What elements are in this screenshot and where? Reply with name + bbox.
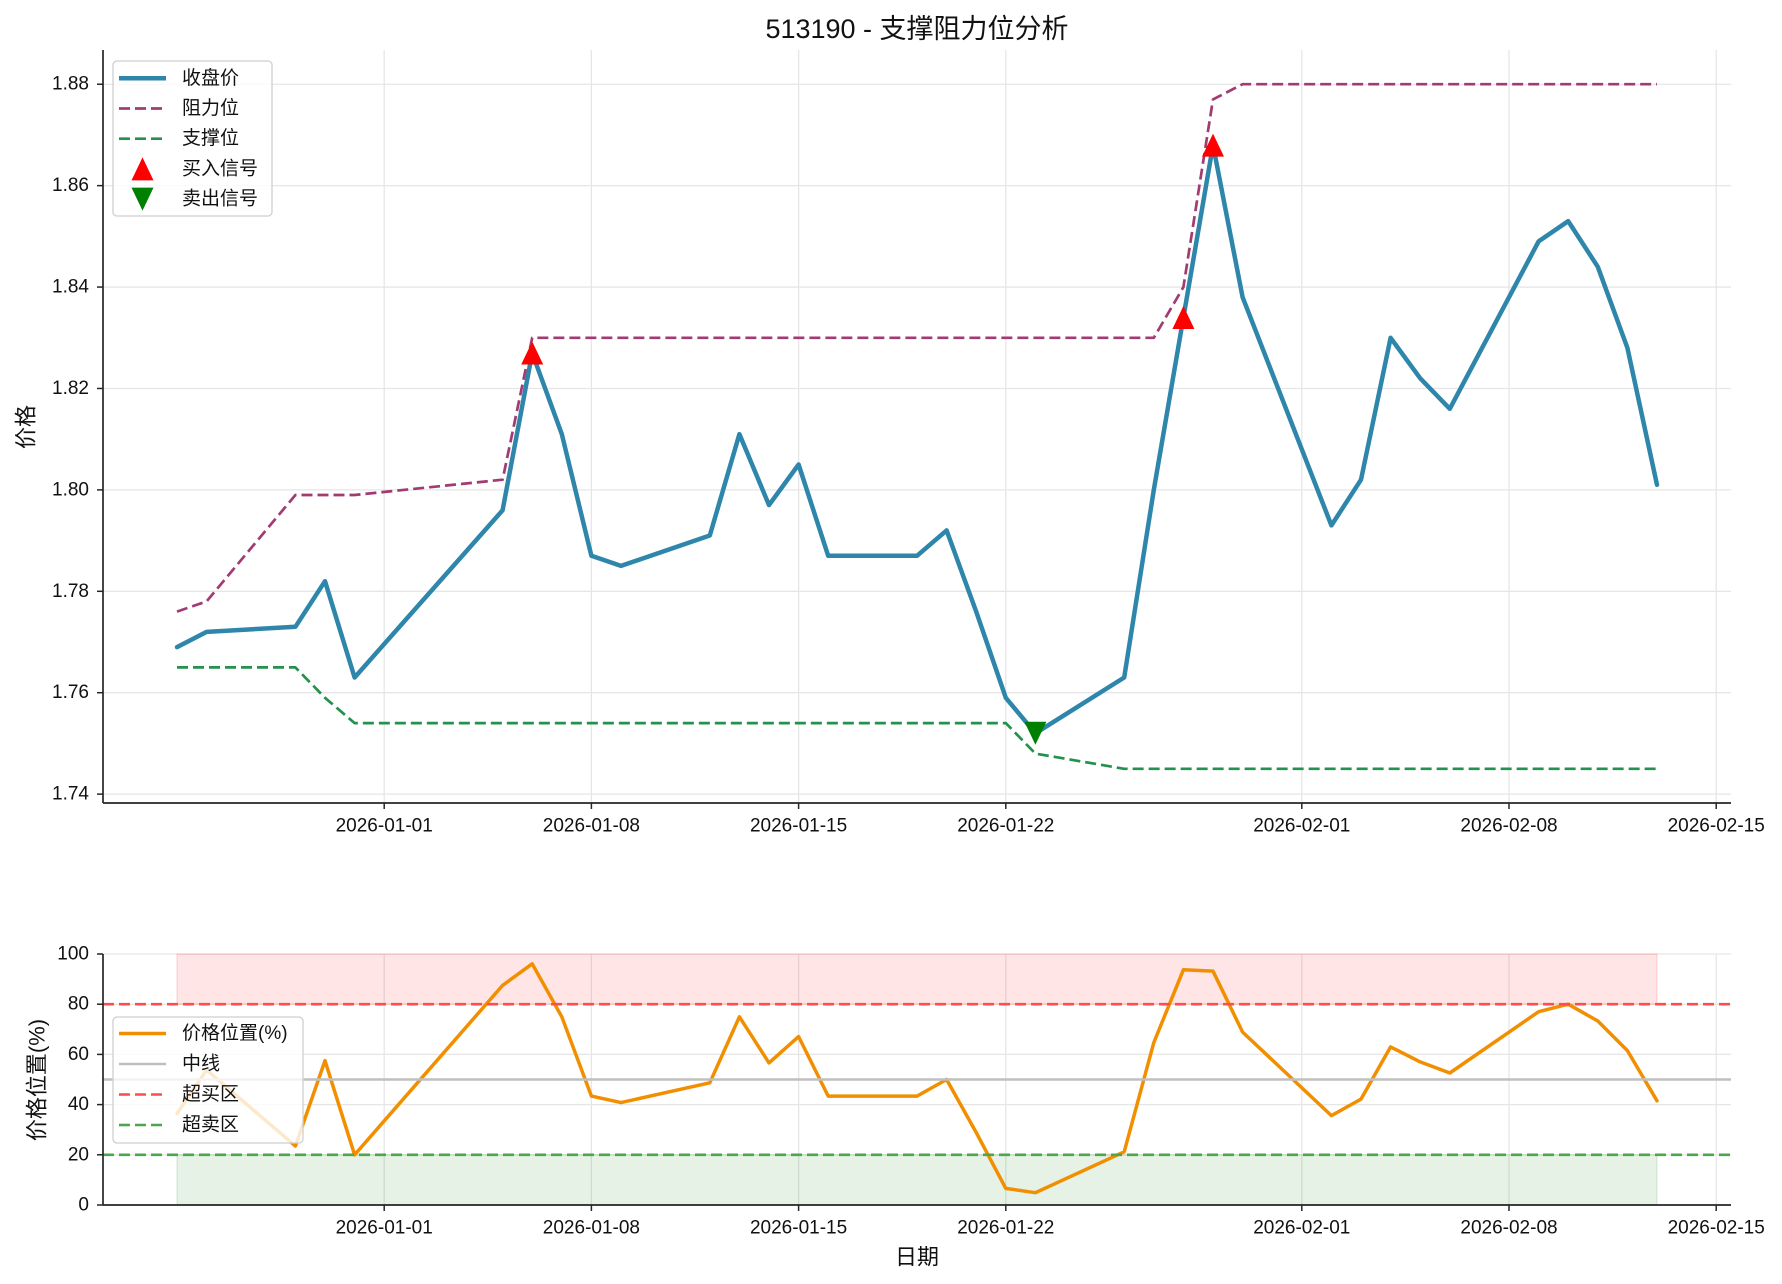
overbought-band-zone <box>176 953 1658 1005</box>
sell-signal-triangle-down-icon <box>1024 721 1047 745</box>
legend-item-price-position: 价格位置(%) <box>119 1022 288 1044</box>
y-tick-label: 1.86 <box>52 175 89 196</box>
legend-label: 卖出信号 <box>182 188 258 210</box>
x-tick-label: 2026-01-01 <box>336 1218 433 1239</box>
price-axis-ticks: 2026-01-01 2026-01-08 2026-01-15 2026-01-22… <box>52 74 1765 837</box>
y-tick-label: 60 <box>68 1044 89 1065</box>
y-tick-label: 1.78 <box>52 581 89 602</box>
legend-item-oversold: 超卖区 <box>119 1114 239 1136</box>
triangle-down-icon <box>131 187 154 211</box>
support-line <box>177 666 1657 771</box>
legend-item-buy: 买入信号 <box>131 157 258 181</box>
x-axis-label: 日期 <box>895 1245 939 1270</box>
price-position-line <box>175 962 1659 1195</box>
position-zones <box>176 953 1658 1206</box>
y-tick-label: 1.76 <box>52 682 89 703</box>
legend-label: 价格位置(%) <box>182 1022 288 1044</box>
x-tick-label: 2026-01-15 <box>750 816 847 837</box>
legend-label: 中线 <box>182 1053 220 1075</box>
position-reference-lines <box>103 1002 1731 1157</box>
y-tick-label: 20 <box>68 1144 89 1165</box>
legend-item-resistance: 阻力位 <box>119 97 239 119</box>
x-tick-label: 2026-01-22 <box>957 816 1054 837</box>
legend-item-support: 支撑位 <box>119 127 239 149</box>
price-y-axis-label: 价格 <box>14 405 39 449</box>
y-tick-label: 1.80 <box>52 479 89 500</box>
y-tick-label: 1.74 <box>52 784 89 805</box>
x-tick-label: 2026-01-08 <box>543 1218 640 1239</box>
y-tick-label: 40 <box>68 1094 89 1115</box>
price-legend: 收盘价 阻力位 支撑位 买入信号 卖出信号 <box>112 60 273 217</box>
x-tick-label: 2026-01-22 <box>957 1218 1054 1239</box>
triangle-up-icon <box>131 157 154 181</box>
x-tick-label: 2026-02-01 <box>1253 816 1350 837</box>
buy-signal-triangle-up-icon <box>521 341 544 365</box>
y-tick-label: 80 <box>68 994 89 1015</box>
x-tick-label: 2026-02-15 <box>1668 816 1765 837</box>
y-tick-label: 1.88 <box>52 74 89 95</box>
chart-title: 513190 - 支撑阻力位分析 <box>765 14 1068 44</box>
position-axis-ticks: 2026-01-01 2026-01-08 2026-01-15 2026-01-22… <box>57 944 1765 1239</box>
legend-label: 收盘价 <box>182 67 239 89</box>
legend-item-overbought: 超买区 <box>119 1083 239 1105</box>
legend-label: 买入信号 <box>182 157 258 179</box>
price-grid <box>103 50 1731 803</box>
x-tick-label: 2026-01-15 <box>750 1218 847 1239</box>
close-line <box>174 142 1660 736</box>
x-tick-label: 2026-02-01 <box>1253 1218 1350 1239</box>
legend-item-midline: 中线 <box>119 1053 220 1075</box>
signal-markers <box>521 133 1224 745</box>
oversold-band-zone <box>176 1154 1658 1206</box>
price-panel: 2026-01-01 2026-01-08 2026-01-15 2026-01-22… <box>14 50 1765 837</box>
x-tick-label: 2026-01-01 <box>336 816 433 837</box>
position-y-axis-label: 价格位置(%) <box>25 1019 50 1141</box>
resistance-line <box>176 82 1657 613</box>
x-tick-label: 2026-02-08 <box>1460 1218 1557 1239</box>
y-tick-label: 1.84 <box>52 277 89 298</box>
position-legend: 价格位置(%) 中线 超买区 超卖区 <box>112 1016 304 1144</box>
buy-signal-triangle-up-icon <box>1202 133 1224 157</box>
y-tick-label: 0 <box>78 1195 89 1216</box>
x-tick-label: 2026-02-15 <box>1668 1218 1765 1239</box>
legend-item-close: 收盘价 <box>119 67 239 89</box>
buy-signal-triangle-up-icon <box>1172 305 1195 329</box>
x-tick-label: 2026-02-08 <box>1460 816 1557 837</box>
legend-label: 支撑位 <box>182 127 239 149</box>
legend-item-sell: 卖出信号 <box>131 187 258 211</box>
legend-frame <box>112 1016 304 1144</box>
y-tick-label: 1.82 <box>52 378 89 399</box>
legend-label: 阻力位 <box>182 97 239 119</box>
y-tick-label: 100 <box>57 944 89 965</box>
legend-label: 超卖区 <box>182 1114 239 1136</box>
price-position-panel: 2026-01-01 2026-01-08 2026-01-15 2026-01-22… <box>25 944 1765 1270</box>
x-tick-label: 2026-01-08 <box>543 816 640 837</box>
legend-frame <box>112 60 273 217</box>
position-series <box>175 962 1659 1195</box>
price-series <box>174 82 1660 771</box>
legend-label: 超买区 <box>182 1083 239 1105</box>
